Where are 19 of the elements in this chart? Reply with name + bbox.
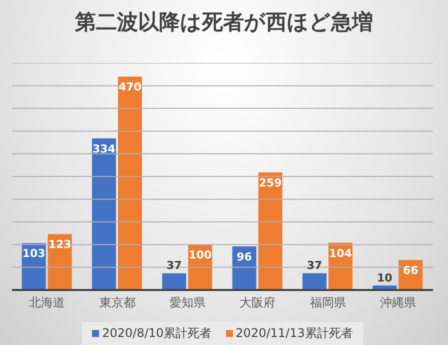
data-label: 37 [166,259,182,272]
x-tick-label: 大阪府 [240,296,276,310]
x-tick-label: 東京都 [99,296,136,310]
data-label: 259 [258,176,282,190]
x-tick-label: 北海道 [29,296,66,310]
data-label: 103 [22,247,46,260]
chart-title: 第二波以降は死者が西ほど急増 [74,9,374,36]
x-tick-label: 福岡県 [310,296,346,310]
legend-label: 2020/11/13累計死者 [234,325,353,342]
data-label: 104 [329,246,352,260]
data-label: 37 [306,259,322,272]
data-label: 10 [377,271,393,284]
legend-label: 2020/8/10累計死者 [101,325,212,342]
data-label: 96 [236,250,252,264]
data-label: 66 [403,264,419,278]
x-tick-label: 愛知県 [169,296,206,310]
x-tick-label: 沖縄県 [380,296,416,310]
data-label: 334 [92,142,116,156]
data-label: 100 [188,248,212,262]
